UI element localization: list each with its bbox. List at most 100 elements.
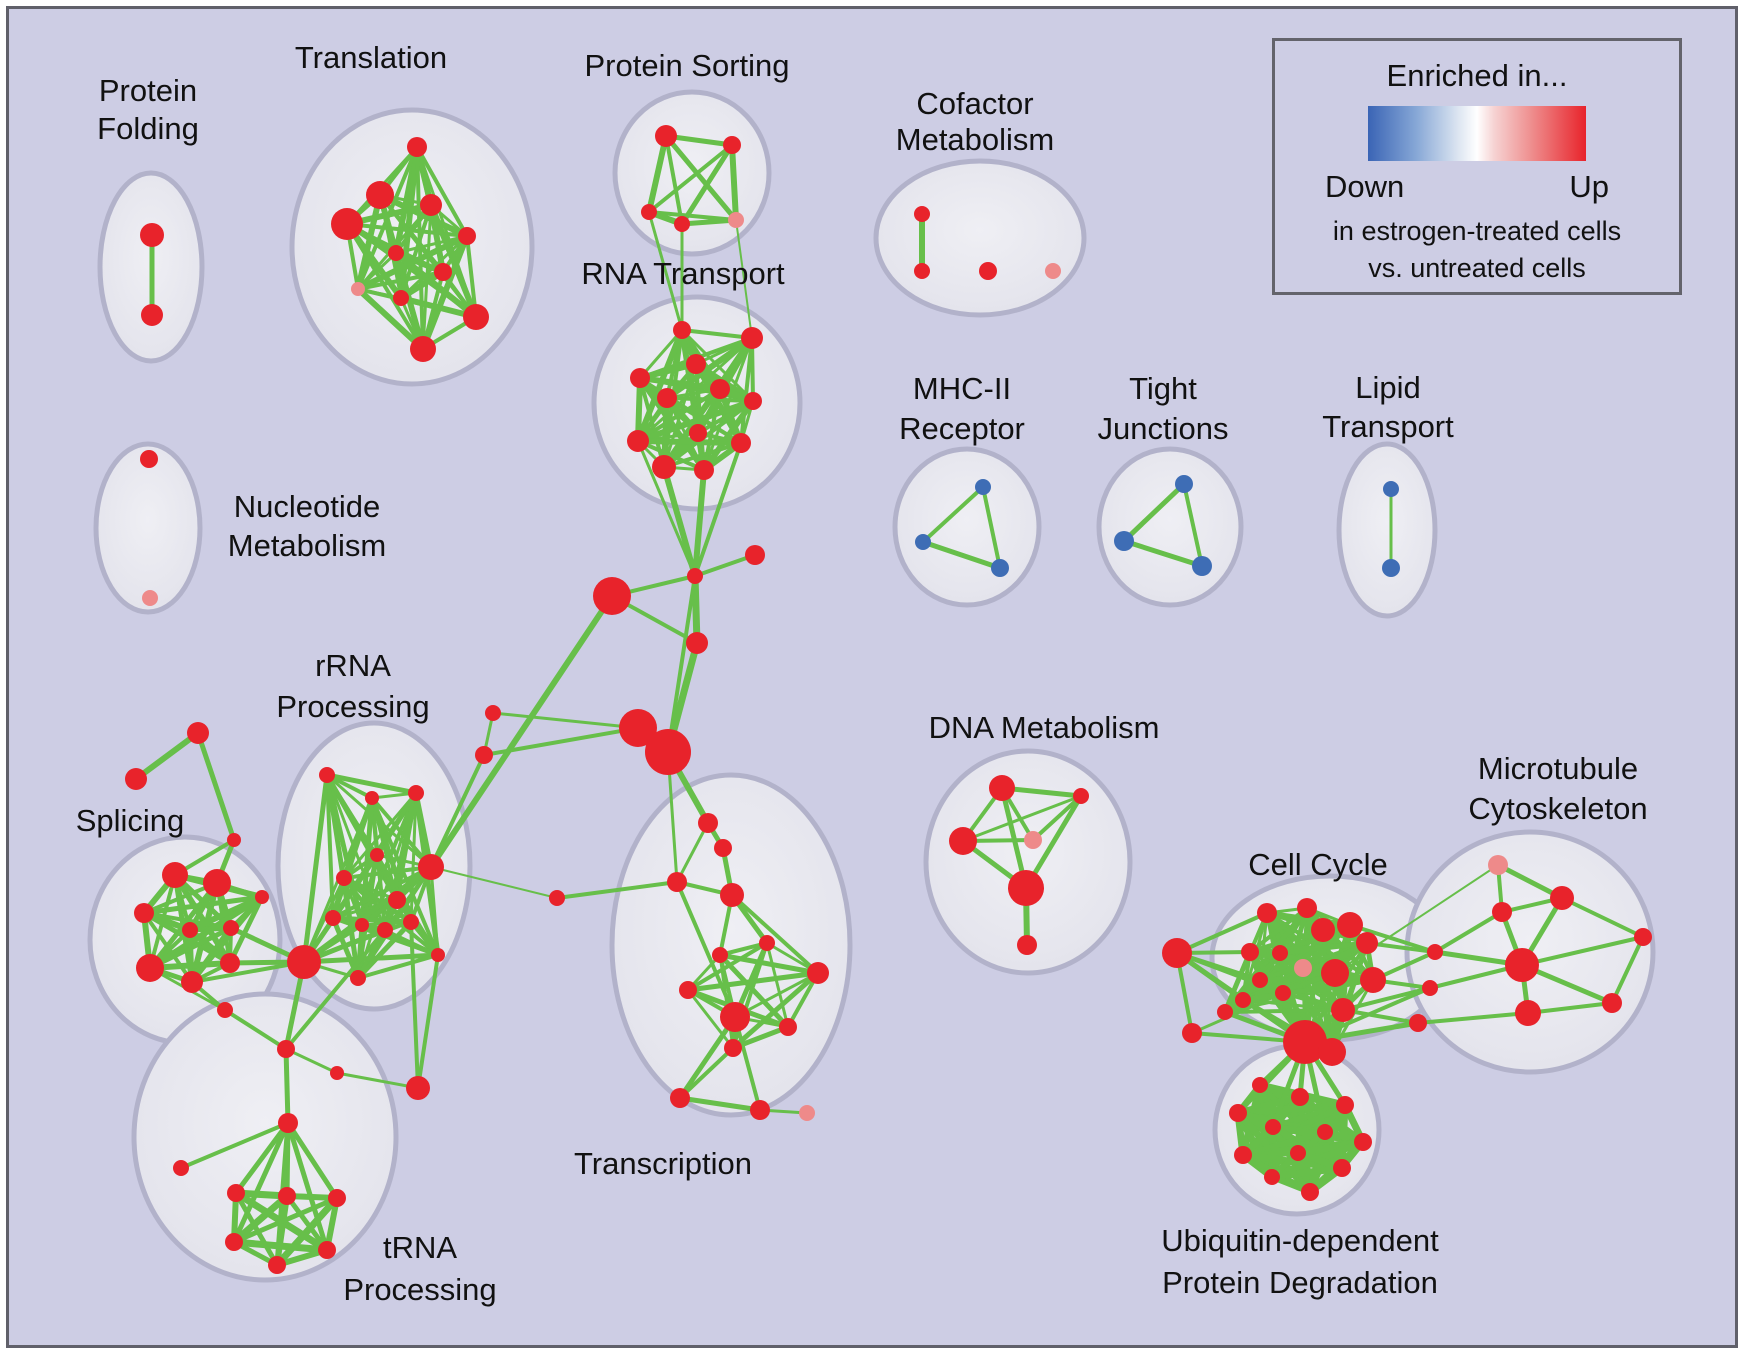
rna-transport-node-4[interactable] bbox=[657, 388, 677, 408]
rrna-processing-node-2[interactable] bbox=[408, 785, 424, 801]
rna-transport-node-2[interactable] bbox=[686, 354, 706, 374]
splicing-node-9[interactable] bbox=[136, 954, 164, 982]
trna-processing-node-3[interactable] bbox=[278, 1187, 296, 1205]
cell-cycle-node-6[interactable] bbox=[1272, 945, 1288, 961]
rna-transport-node-8[interactable] bbox=[627, 430, 649, 452]
rrna-processing-node-8[interactable] bbox=[355, 918, 369, 932]
translation-node-2[interactable] bbox=[420, 194, 442, 216]
splicing-node-10[interactable] bbox=[181, 971, 203, 993]
rna-transport-node-5[interactable] bbox=[710, 379, 730, 399]
transcription-node-7[interactable] bbox=[759, 935, 775, 951]
cell-cycle-node-8[interactable] bbox=[1252, 972, 1268, 988]
cell-cycle-node-16[interactable] bbox=[1182, 1023, 1202, 1043]
cell-cycle-node-15[interactable] bbox=[1217, 1004, 1233, 1020]
tight-junctions-node-1[interactable] bbox=[1114, 531, 1134, 551]
mhc-ii-receptor-node-2[interactable] bbox=[991, 559, 1009, 577]
protein-folding-node-1[interactable] bbox=[141, 304, 163, 326]
cell-cycle-node-19[interactable] bbox=[1427, 944, 1443, 960]
cell-cycle-node-3[interactable] bbox=[1311, 918, 1335, 942]
transcription-node-11[interactable] bbox=[779, 1018, 797, 1036]
ubiquitin-protein-degradation-node-0[interactable] bbox=[1252, 1077, 1268, 1093]
trna-processing-node-9[interactable] bbox=[330, 1066, 344, 1080]
mhc-ii-receptor-node-0[interactable] bbox=[975, 479, 991, 495]
splicing-node-2[interactable] bbox=[227, 833, 241, 847]
protein-sorting-node-0[interactable] bbox=[655, 125, 677, 147]
cell-cycle-node-17[interactable] bbox=[1283, 1020, 1327, 1064]
microtubule-cytoskeleton-node-1[interactable] bbox=[1492, 902, 1512, 922]
lipid-transport-node-0[interactable] bbox=[1383, 481, 1399, 497]
connector-node-5[interactable] bbox=[475, 746, 493, 764]
cell-cycle-node-13[interactable] bbox=[1331, 998, 1355, 1022]
dna-metabolism-node-1[interactable] bbox=[1073, 788, 1089, 804]
cofactor-metabolism-node-1[interactable] bbox=[914, 263, 930, 279]
translation-node-3[interactable] bbox=[331, 208, 363, 240]
ubiquitin-protein-degradation-node-3[interactable] bbox=[1229, 1104, 1247, 1122]
microtubule-cytoskeleton-node-3[interactable] bbox=[1505, 948, 1539, 982]
microtubule-cytoskeleton-node-0[interactable] bbox=[1488, 855, 1508, 875]
transcription-node-15[interactable] bbox=[799, 1105, 815, 1121]
splicing-node-1[interactable] bbox=[125, 768, 147, 790]
nucleotide-metabolism-node-1[interactable] bbox=[142, 590, 158, 606]
cell-cycle-node-5[interactable] bbox=[1241, 943, 1259, 961]
ubiquitin-protein-degradation-node-5[interactable] bbox=[1317, 1124, 1333, 1140]
splicing-node-8[interactable] bbox=[255, 890, 269, 904]
rna-transport-node-9[interactable] bbox=[731, 433, 751, 453]
rna-transport-node-3[interactable] bbox=[630, 368, 650, 388]
translation-node-6[interactable] bbox=[434, 263, 452, 281]
transcription-node-1[interactable] bbox=[645, 729, 691, 775]
splicing-node-0[interactable] bbox=[187, 722, 209, 744]
rrna-processing-node-0[interactable] bbox=[319, 767, 335, 783]
trna-processing-node-6[interactable] bbox=[318, 1241, 336, 1259]
splicing-node-3[interactable] bbox=[162, 862, 188, 888]
transcription-node-13[interactable] bbox=[670, 1088, 690, 1108]
protein-sorting-node-2[interactable] bbox=[641, 204, 657, 220]
rna-transport-node-0[interactable] bbox=[673, 321, 691, 339]
transcription-node-0[interactable] bbox=[619, 709, 657, 747]
cofactor-metabolism-node-0[interactable] bbox=[914, 206, 930, 222]
trna-processing-node-0[interactable] bbox=[278, 1113, 298, 1133]
rna-transport-node-6[interactable] bbox=[744, 392, 762, 410]
connector-node-0[interactable] bbox=[687, 568, 703, 584]
cell-cycle-node-4[interactable] bbox=[1337, 912, 1363, 938]
translation-node-5[interactable] bbox=[388, 245, 404, 261]
dna-metabolism-node-3[interactable] bbox=[1024, 831, 1042, 849]
ubiquitin-protein-degradation-node-8[interactable] bbox=[1290, 1145, 1306, 1161]
trna-processing-node-5[interactable] bbox=[225, 1233, 243, 1251]
microtubule-cytoskeleton-node-5[interactable] bbox=[1602, 993, 1622, 1013]
trna-processing-node-8[interactable] bbox=[277, 1040, 295, 1058]
cofactor-metabolism-node-3[interactable] bbox=[1045, 263, 1061, 279]
rrna-processing-node-5[interactable] bbox=[388, 891, 406, 909]
cell-cycle-node-1[interactable] bbox=[1257, 903, 1277, 923]
cell-cycle-node-14[interactable] bbox=[1235, 992, 1251, 1008]
mhc-ii-receptor-node-1[interactable] bbox=[915, 534, 931, 550]
rrna-processing-node-12[interactable] bbox=[431, 948, 445, 962]
rna-transport-node-11[interactable] bbox=[694, 460, 714, 480]
trna-processing-node-10[interactable] bbox=[406, 1076, 430, 1100]
transcription-node-8[interactable] bbox=[807, 962, 829, 984]
transcription-node-2[interactable] bbox=[698, 813, 718, 833]
transcription-node-6[interactable] bbox=[712, 947, 728, 963]
cofactor-metabolism-node-2[interactable] bbox=[979, 262, 997, 280]
translation-node-4[interactable] bbox=[458, 227, 476, 245]
rrna-processing-node-7[interactable] bbox=[325, 910, 341, 926]
transcription-node-14[interactable] bbox=[750, 1100, 770, 1120]
ubiquitin-protein-degradation-node-2[interactable] bbox=[1336, 1096, 1354, 1114]
protein-sorting-node-1[interactable] bbox=[723, 136, 741, 154]
dna-metabolism-node-0[interactable] bbox=[989, 775, 1015, 801]
cell-cycle-node-7[interactable] bbox=[1294, 959, 1312, 977]
cell-cycle-node-20[interactable] bbox=[1422, 980, 1438, 996]
transcription-node-10[interactable] bbox=[720, 1002, 750, 1032]
cell-cycle-node-21[interactable] bbox=[1409, 1014, 1427, 1032]
connector-node-2[interactable] bbox=[593, 577, 631, 615]
cell-cycle-node-2[interactable] bbox=[1297, 898, 1317, 918]
rrna-processing-node-13[interactable] bbox=[350, 970, 366, 986]
rrna-processing-node-11[interactable] bbox=[287, 945, 321, 979]
cell-cycle-node-10[interactable] bbox=[1321, 959, 1349, 987]
connector-node-3[interactable] bbox=[686, 632, 708, 654]
transcription-node-9[interactable] bbox=[679, 981, 697, 999]
protein-sorting-node-4[interactable] bbox=[728, 212, 744, 228]
ubiquitin-protein-degradation-node-10[interactable] bbox=[1264, 1169, 1280, 1185]
trna-processing-node-1[interactable] bbox=[173, 1160, 189, 1176]
transcription-node-4[interactable] bbox=[667, 872, 687, 892]
translation-node-8[interactable] bbox=[393, 290, 409, 306]
